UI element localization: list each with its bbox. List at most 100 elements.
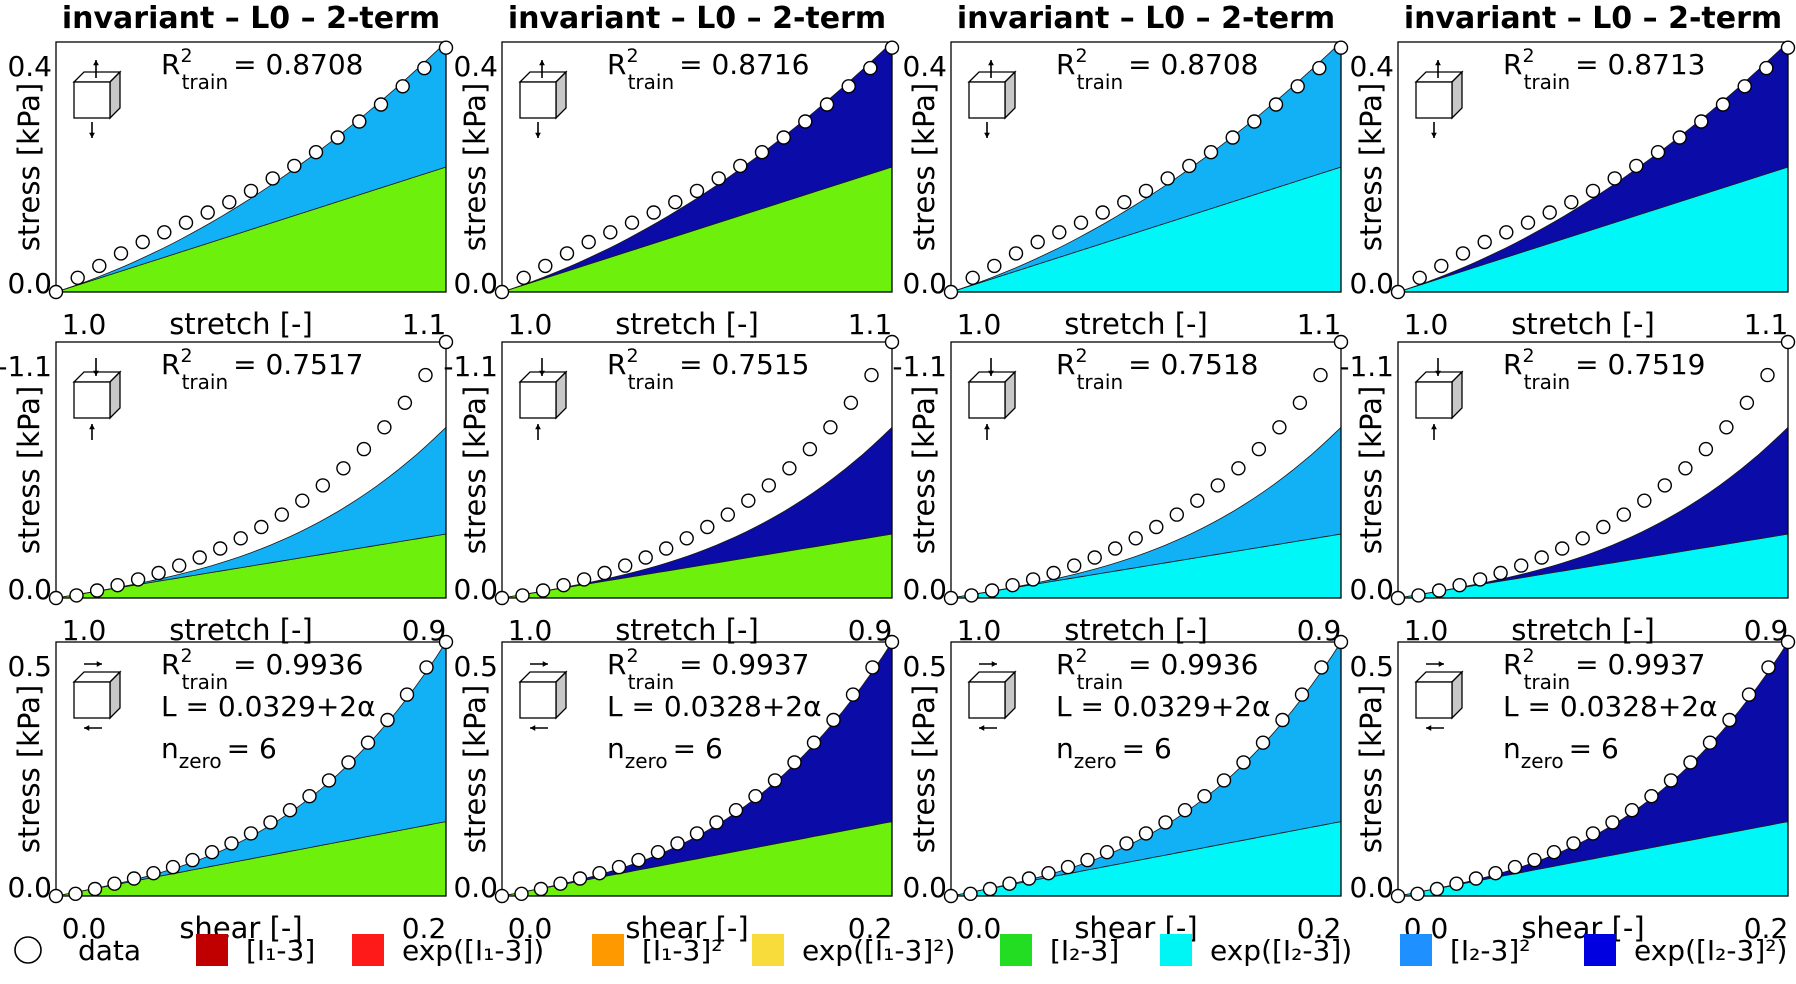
loading-shear-icon <box>1414 661 1464 731</box>
data-point <box>826 712 841 728</box>
data-point <box>1312 60 1327 76</box>
y-tick-label: 0.0 <box>902 267 947 300</box>
data-point <box>964 588 979 603</box>
data-point <box>438 334 454 350</box>
data-point <box>754 144 770 160</box>
y-tick-label: 0.0 <box>1349 267 1394 300</box>
data-point <box>670 836 685 851</box>
legend-swatch <box>1160 934 1192 966</box>
data-point <box>287 158 302 174</box>
data-point <box>668 194 683 210</box>
l-annotation: L = 0.0328+2α <box>607 690 822 723</box>
x-axis-label: shear [-] <box>1521 911 1644 945</box>
data-point <box>1605 815 1620 830</box>
y-tick-label: -1.1 <box>892 350 947 383</box>
x-axis-label: shear [-] <box>625 911 748 945</box>
data-point <box>1722 712 1737 728</box>
chart-title: invariant – L0 – 2-term <box>508 1 886 36</box>
data-point <box>1247 114 1262 129</box>
data-point <box>1650 144 1666 160</box>
data-point <box>373 97 389 112</box>
data-point <box>1095 205 1110 220</box>
data-point <box>638 550 653 565</box>
data-point <box>1694 114 1709 129</box>
data-point <box>984 583 1000 598</box>
data-point <box>603 225 618 240</box>
x-tick-label: 0.2 <box>848 912 893 945</box>
data-point <box>185 852 200 868</box>
data-point <box>1313 367 1328 383</box>
data-point <box>1564 194 1579 210</box>
loading-shear-icon <box>72 661 122 731</box>
data-point <box>650 845 666 860</box>
data-point <box>146 866 161 881</box>
x-tick-label: 1.0 <box>957 308 1002 341</box>
plot-frame <box>501 41 893 293</box>
data-point <box>1472 572 1488 587</box>
data-point <box>1390 888 1406 904</box>
nzero-annotation: nzero = 6 <box>161 732 277 773</box>
r2-annotation: R2 train= 0.9937 <box>1503 645 1705 694</box>
data-point <box>1737 79 1752 94</box>
data-point <box>1513 558 1529 573</box>
data-point <box>1637 493 1652 508</box>
y-tick-label: 0.4 <box>453 50 498 83</box>
legend-label: data <box>78 934 141 967</box>
data-point <box>845 687 861 702</box>
data-point <box>1008 246 1024 261</box>
data-point <box>700 519 715 535</box>
data-point <box>1333 334 1349 350</box>
data-point <box>92 258 107 274</box>
legend-label: [I₁-3]² <box>642 934 722 967</box>
chart-panel-4: invariant – L0 – 2-term 0.0 0.4 1.0 1.1 stret… <box>1349 1 1796 341</box>
loading-tension-icon <box>72 60 122 138</box>
r2-annotation: R2 train= 0.8713 <box>1503 45 1705 94</box>
data-point <box>1596 519 1611 535</box>
data-point <box>1546 845 1562 860</box>
data-point <box>295 493 310 508</box>
data-point <box>110 578 125 593</box>
data-point <box>1099 845 1115 860</box>
legend-item: [I₁-3]² <box>592 934 722 967</box>
data-point <box>1117 194 1132 210</box>
y-tick-label: 0.5 <box>7 650 52 683</box>
data-point <box>572 871 588 886</box>
legend-item: exp([I₁-3]²) <box>752 934 955 967</box>
x-tick-label: 0.2 <box>402 912 447 945</box>
data-point <box>533 881 549 897</box>
x-tick-label: 0.0 <box>62 912 107 945</box>
data-point <box>1520 215 1536 230</box>
y-tick-label: 0.5 <box>1349 650 1394 683</box>
data-point <box>1197 789 1212 804</box>
data-point <box>254 519 269 535</box>
x-tick-label: 1.1 <box>1297 308 1342 341</box>
data-point <box>282 803 298 818</box>
x-axis-label: stretch [-] <box>1064 307 1208 341</box>
data-point <box>1149 519 1164 535</box>
x-axis-label: stretch [-] <box>169 613 313 647</box>
data-point <box>418 367 433 383</box>
data-point <box>823 420 838 435</box>
y-axis-label: stress [kPa] <box>907 83 941 251</box>
data-point <box>1169 507 1185 522</box>
y-tick-label: 0.5 <box>902 650 947 683</box>
data-point <box>1698 441 1714 457</box>
legend-item: exp([I₂-3]) <box>1160 934 1352 967</box>
data-point <box>1216 773 1232 788</box>
legend-swatch <box>1400 934 1432 966</box>
x-tick-label: 1.0 <box>62 308 107 341</box>
data-point <box>1575 531 1590 546</box>
data-point <box>1739 395 1755 410</box>
data-point <box>243 826 259 841</box>
data-point <box>516 270 531 285</box>
data-point <box>631 852 646 868</box>
data-point <box>1060 859 1076 875</box>
data-point <box>1616 507 1632 522</box>
data-point <box>1030 234 1045 250</box>
data-point <box>624 215 640 230</box>
r2-annotation: R2 train= 0.8708 <box>1056 45 1258 94</box>
